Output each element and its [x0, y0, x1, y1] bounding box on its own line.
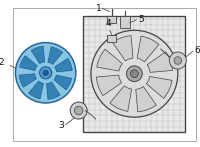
Bar: [107, 16, 116, 23]
Wedge shape: [110, 86, 132, 111]
Bar: [120, 16, 130, 28]
Wedge shape: [147, 52, 172, 72]
Wedge shape: [29, 81, 43, 99]
Bar: [107, 35, 116, 42]
Wedge shape: [137, 36, 159, 62]
Wedge shape: [47, 82, 60, 99]
Wedge shape: [48, 47, 63, 65]
Wedge shape: [112, 36, 133, 61]
Circle shape: [15, 43, 76, 103]
Wedge shape: [20, 56, 37, 71]
Circle shape: [70, 102, 87, 119]
Circle shape: [127, 66, 142, 82]
Wedge shape: [136, 87, 156, 112]
Bar: [83, 16, 185, 132]
Circle shape: [43, 70, 48, 76]
Circle shape: [130, 70, 138, 78]
Circle shape: [40, 67, 52, 79]
Wedge shape: [19, 74, 37, 87]
Wedge shape: [55, 58, 72, 72]
Text: 6: 6: [194, 46, 200, 55]
Circle shape: [91, 30, 178, 117]
Text: 1: 1: [96, 4, 101, 13]
Wedge shape: [97, 49, 122, 71]
Circle shape: [74, 106, 83, 115]
Text: 4: 4: [105, 19, 111, 28]
Text: 5: 5: [138, 15, 144, 24]
Wedge shape: [96, 75, 122, 96]
Wedge shape: [31, 46, 45, 64]
Text: 2: 2: [0, 58, 4, 67]
Circle shape: [174, 57, 182, 64]
Circle shape: [169, 52, 186, 69]
Wedge shape: [146, 76, 172, 98]
Bar: [83, 16, 185, 132]
Text: 3: 3: [58, 121, 64, 130]
Wedge shape: [54, 75, 72, 90]
